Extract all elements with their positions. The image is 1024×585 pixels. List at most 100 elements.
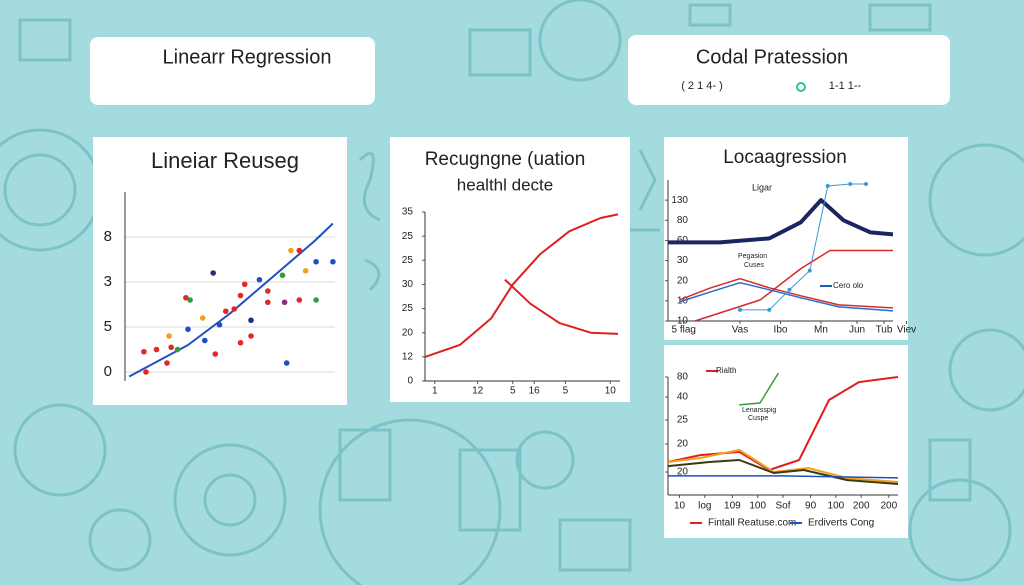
scatter-point <box>187 297 193 303</box>
point-marker <box>807 268 812 273</box>
scatter-point <box>237 339 244 346</box>
scatter-point <box>279 272 286 279</box>
status-dot <box>796 82 806 92</box>
scatter-point <box>166 333 172 339</box>
annotation: Cuses <box>744 262 764 269</box>
x-tick-label: 200 <box>853 501 870 512</box>
scatter-point <box>141 348 147 355</box>
scatter-point <box>231 306 237 312</box>
scatter-point <box>265 288 271 294</box>
y-tick-label: 8 <box>104 228 112 245</box>
y-tick-label: 25 <box>402 231 414 242</box>
scatter-point <box>199 315 206 321</box>
chart-title: Locaagression <box>723 147 847 168</box>
x-tick-label: Mn <box>814 325 828 336</box>
x-tick-label: 5 <box>510 386 516 397</box>
y-tick-label: 25 <box>677 415 689 426</box>
x-tick-label: Jun <box>849 325 865 336</box>
banner: Linearr Regression <box>90 37 375 105</box>
x-tick-label: 90 <box>805 501 817 512</box>
scatter-point <box>330 258 336 265</box>
y-tick-label: 80 <box>677 215 689 226</box>
line-series <box>668 475 899 479</box>
x-tick-label: 10 <box>605 386 617 397</box>
panel-box <box>93 137 347 405</box>
banner-title: Linearr Regression <box>163 46 332 68</box>
scatter-point <box>153 346 160 353</box>
scatter-point <box>302 267 309 274</box>
annotation: Lenarsspig <box>742 407 776 414</box>
y-tick-label: 3 <box>104 273 112 290</box>
scatter-point <box>313 297 319 303</box>
annotation: Cuspe <box>748 415 768 422</box>
point-marker <box>738 307 742 312</box>
scatter-point <box>216 321 223 328</box>
scatter-point <box>248 317 254 324</box>
y-tick-label: 80 <box>677 372 689 383</box>
x-tick-label: 10 <box>674 501 686 512</box>
x-tick-label: Viev <box>897 325 916 336</box>
line-series <box>667 459 899 485</box>
scatter-point <box>256 276 263 283</box>
y-tick-label: 0 <box>104 363 112 380</box>
scatter-point <box>183 294 189 301</box>
y-tick-label: 25 <box>402 303 414 314</box>
banner-box <box>628 35 950 105</box>
line-series <box>668 198 894 245</box>
chart-panel: Recugngne (uation healthl decte 0 12 20 25 30 2… <box>390 137 630 402</box>
scatter-point <box>143 369 149 375</box>
x-tick-label: log <box>698 501 711 512</box>
scatter-point <box>223 308 229 315</box>
y-tick-label: 130 <box>671 195 688 206</box>
x-tick-label: 100 <box>828 501 845 512</box>
y-tick-label: 25 <box>402 255 414 266</box>
x-tick-label: 5 flag <box>672 325 696 336</box>
scatter-point <box>168 344 174 351</box>
scatter-point <box>174 346 181 353</box>
chart-subtitle: healthl decte <box>457 175 553 194</box>
banner-box <box>90 37 375 105</box>
scatter-point <box>296 297 303 303</box>
banner-label: ( 2 1 4- ) <box>681 80 723 92</box>
scatter-point <box>265 299 271 306</box>
point-marker <box>767 307 772 312</box>
line-series <box>679 281 894 312</box>
scatter-point <box>281 299 288 306</box>
chart-title: Lineiar Reuseg <box>151 148 299 173</box>
y-tick-label: 35 <box>402 207 414 218</box>
scatter-point <box>296 247 303 254</box>
chart-panel: Lineiar Reuseg 0 5 3 8 <box>93 137 347 405</box>
legend-label: Fintall Reatuse.com <box>708 518 796 529</box>
banner-label: 1-1 1-- <box>829 80 862 92</box>
y-tick-label: 20 <box>677 275 689 286</box>
x-tick-label: 109 <box>724 501 741 512</box>
scatter-point <box>313 258 319 265</box>
y-tick-label: 20 <box>677 439 689 450</box>
point-marker <box>787 287 792 292</box>
banner: Codal Pratession ( 2 1 4- ) 1-1 1-- <box>628 35 950 105</box>
scatter-point <box>185 326 191 333</box>
line-series <box>694 249 893 322</box>
x-tick-label: Vas <box>732 325 749 336</box>
point-marker <box>825 184 830 189</box>
chart-panel: 20 20 25 40 80 10 log 109 100 Sof 90 100 200 200 Lenar… <box>664 345 908 538</box>
annotation: Pegasion <box>738 253 767 260</box>
line-series <box>679 277 894 309</box>
legend-label: Erdiverts Cong <box>808 518 874 529</box>
x-tick-label: 200 <box>880 501 897 512</box>
banner-title: Codal Pratession <box>696 46 848 68</box>
x-tick-label: 1 <box>432 386 438 397</box>
scatter-point <box>210 270 216 276</box>
chart-title: Recugngne (uation <box>425 149 586 170</box>
y-tick-label: 30 <box>402 279 414 290</box>
scatter-point <box>212 351 219 357</box>
line-series <box>739 372 780 406</box>
y-tick-label: 5 <box>104 318 112 335</box>
legend-label: Cero olo <box>833 281 864 290</box>
point-marker <box>864 182 868 187</box>
y-tick-label: 20 <box>402 327 414 338</box>
line-series <box>424 213 619 358</box>
